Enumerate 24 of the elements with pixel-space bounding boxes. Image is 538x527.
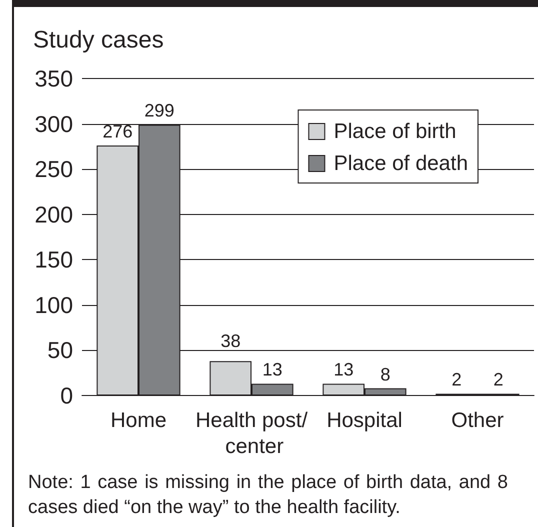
x-tick-label: Health post/ center [195,409,308,458]
x-tick-label: Hospital [326,409,402,432]
y-tick-label: 350 [34,66,73,92]
data-label: 299 [144,100,174,121]
y-tick-label: 0 [60,382,73,408]
data-label: 276 [102,122,133,142]
legend-label: Place of death [334,152,468,175]
data-label: 38 [220,331,241,352]
data-label: 2 [452,370,462,390]
x-tick-label: Other [451,409,504,432]
legend-label: Place of birth [334,120,456,143]
data-label: 2 [493,370,504,390]
y-tick-label: 200 [34,201,73,228]
data-label: 8 [380,364,390,384]
data-label: 13 [262,360,282,380]
y-tick-label: 150 [34,246,73,273]
text: Note: 1 case is missing in the place of birth data, and 8 cases died “on the way” to the health facility. [28,471,508,520]
y-tick-label: 100 [34,292,73,318]
y-tick-label: 300 [34,110,73,137]
x-tick-label: Home [110,409,167,432]
y-axis-title: Study cases [33,26,164,54]
y-tick-label: 250 [34,156,73,182]
y-tick-label: 50 [47,337,73,364]
data-label: 13 [334,360,354,380]
